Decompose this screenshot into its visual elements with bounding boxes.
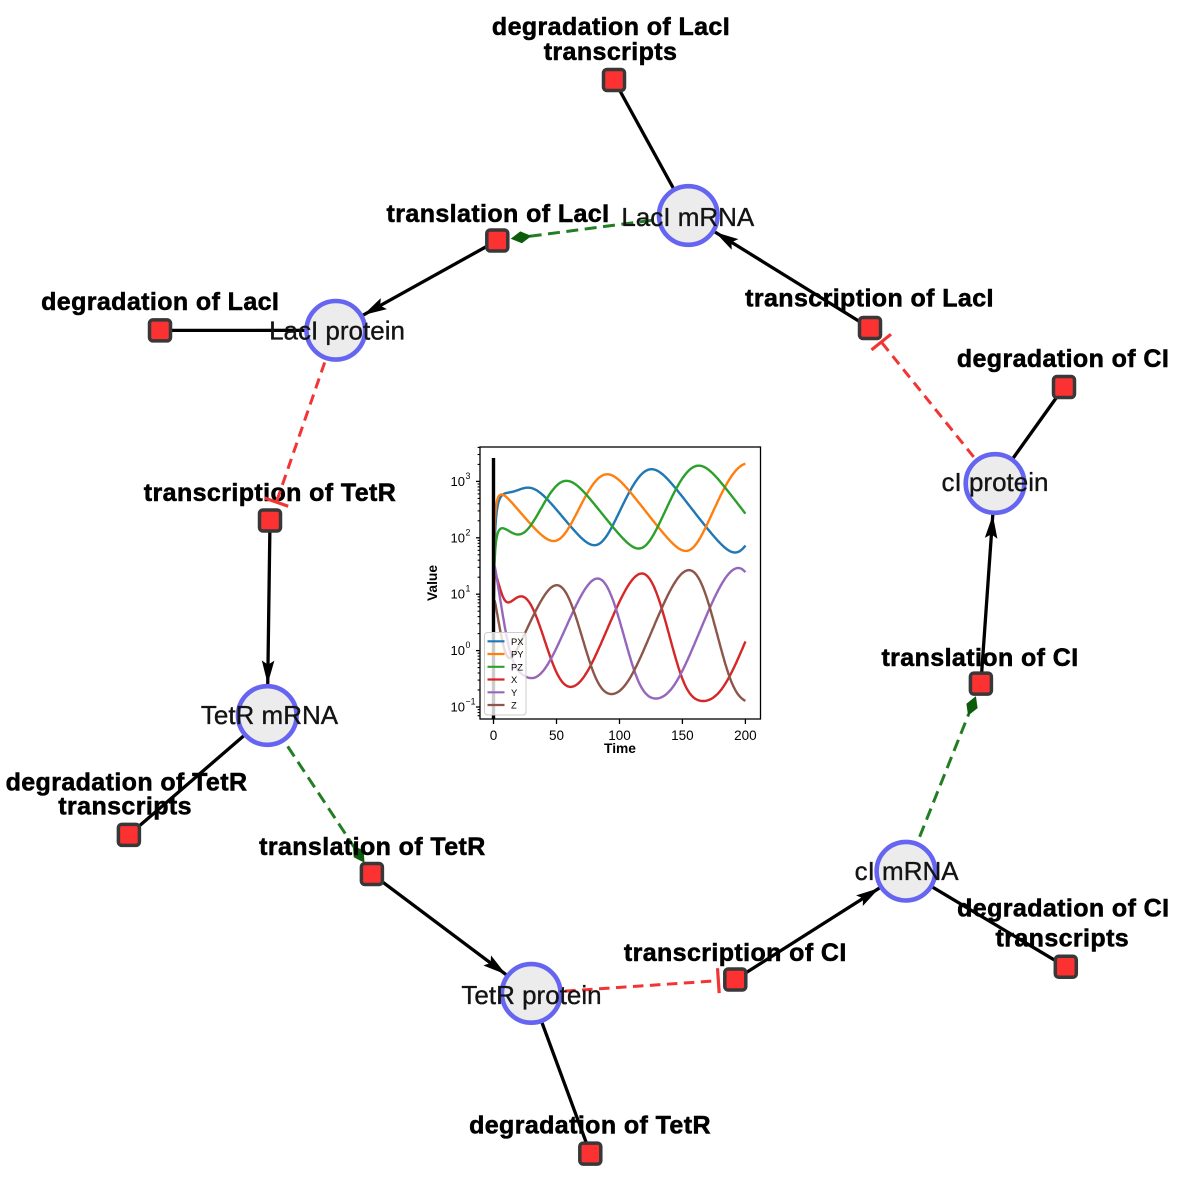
svg-text:cI protein: cI protein (942, 467, 1049, 497)
svg-text:degradation of LacI: degradation of LacI (41, 288, 279, 316)
svg-text:TetR protein: TetR protein (461, 980, 601, 1010)
svg-text:10: 10 (451, 643, 465, 658)
svg-text:1: 1 (466, 584, 471, 594)
svg-text:TetR mRNA: TetR mRNA (201, 700, 339, 730)
svg-text:150: 150 (671, 728, 694, 743)
svg-text:transcription of CI: transcription of CI (624, 939, 847, 967)
svg-text:LacI protein: LacI protein (269, 316, 405, 346)
svg-text:0: 0 (490, 728, 498, 743)
svg-text:cI mRNA: cI mRNA (855, 856, 960, 886)
svg-text:translation of TetR: translation of TetR (259, 833, 486, 861)
svg-text:100: 100 (608, 728, 631, 743)
svg-text:10: 10 (451, 587, 465, 602)
svg-text:transcripts: transcripts (544, 38, 678, 66)
svg-text:PY: PY (511, 649, 524, 660)
svg-text:10: 10 (451, 474, 465, 489)
svg-text:X: X (511, 674, 518, 685)
svg-text:degradation of TetR: degradation of TetR (6, 768, 248, 796)
svg-text:PZ: PZ (511, 661, 523, 672)
svg-text:degradation of CI: degradation of CI (957, 895, 1169, 923)
svg-text:Z: Z (511, 700, 517, 711)
svg-text:Value: Value (425, 565, 440, 601)
svg-text:50: 50 (549, 728, 564, 743)
svg-text:Y: Y (511, 687, 518, 698)
svg-text:degradation of TetR: degradation of TetR (469, 1112, 711, 1140)
svg-text:Time: Time (604, 741, 636, 756)
svg-text:degradation of LacI: degradation of LacI (492, 13, 730, 41)
svg-text:3: 3 (466, 471, 471, 481)
svg-text:PX: PX (511, 636, 524, 647)
svg-text:LacI mRNA: LacI mRNA (621, 202, 755, 232)
svg-text:2: 2 (466, 527, 471, 537)
svg-text:degradation of CI: degradation of CI (957, 345, 1169, 373)
svg-text:transcripts: transcripts (58, 793, 192, 821)
svg-text:0: 0 (466, 640, 471, 650)
svg-text:transcription of LacI: transcription of LacI (745, 285, 994, 313)
svg-text:200: 200 (734, 728, 757, 743)
svg-text:10: 10 (451, 700, 465, 715)
svg-text:−1: −1 (466, 697, 476, 707)
svg-text:transcripts: transcripts (995, 925, 1129, 953)
svg-text:10: 10 (451, 530, 465, 545)
svg-text:translation of LacI: translation of LacI (387, 200, 610, 228)
svg-text:transcription of TetR: transcription of TetR (144, 479, 396, 507)
svg-text:translation of CI: translation of CI (881, 644, 1078, 672)
